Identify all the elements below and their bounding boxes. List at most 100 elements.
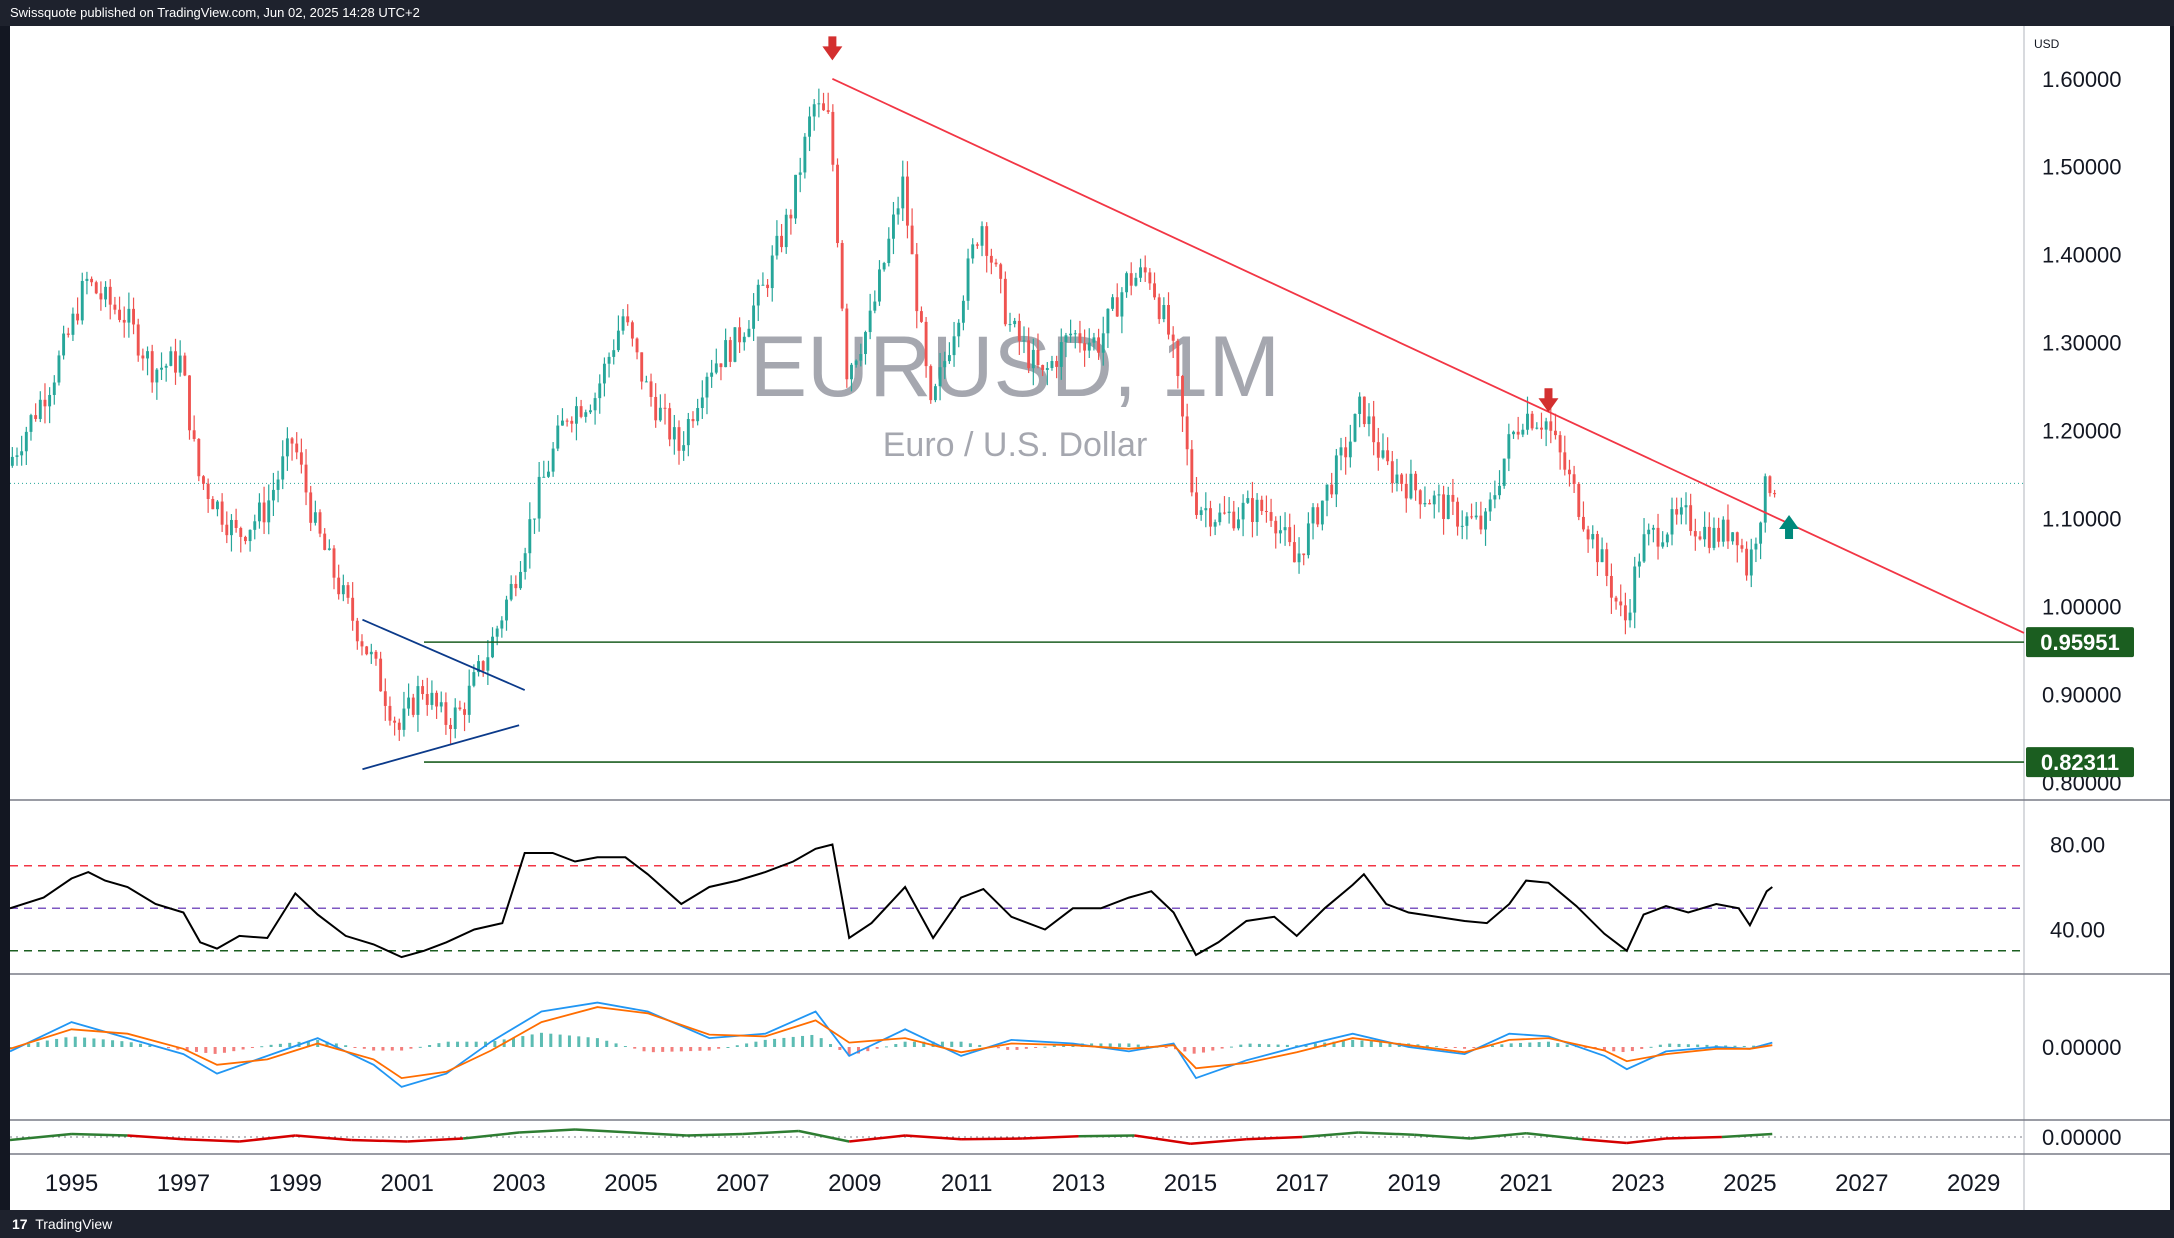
- candle-body[interactable]: [803, 136, 807, 173]
- candle-body[interactable]: [542, 476, 546, 478]
- candle-body[interactable]: [411, 697, 415, 715]
- candle-body[interactable]: [1665, 534, 1669, 543]
- candle-body[interactable]: [1633, 566, 1637, 613]
- candle-body[interactable]: [1269, 512, 1273, 521]
- candle-body[interactable]: [509, 583, 513, 600]
- candle-body[interactable]: [1073, 333, 1077, 335]
- candle-body[interactable]: [854, 360, 858, 365]
- candle-body[interactable]: [584, 412, 588, 417]
- candle-body[interactable]: [868, 310, 872, 333]
- candle-body[interactable]: [1460, 525, 1464, 527]
- candle-body[interactable]: [202, 476, 205, 484]
- macd-pane[interactable]: [10, 1001, 1773, 1088]
- candle-body[interactable]: [421, 686, 425, 695]
- candle-body[interactable]: [1381, 450, 1385, 458]
- candle-body[interactable]: [1698, 536, 1702, 540]
- candle-body[interactable]: [327, 548, 331, 550]
- candle-body[interactable]: [910, 225, 914, 255]
- candle-body[interactable]: [318, 512, 322, 534]
- candle-body[interactable]: [346, 585, 350, 598]
- candle-body[interactable]: [724, 340, 728, 368]
- candle-body[interactable]: [1540, 427, 1543, 430]
- candle-body[interactable]: [360, 641, 364, 647]
- candle-body[interactable]: [1749, 549, 1753, 576]
- candle-body[interactable]: [882, 263, 886, 270]
- macd-line[interactable]: [10, 1001, 1773, 1088]
- candle-body[interactable]: [682, 445, 686, 451]
- candle-body[interactable]: [896, 208, 900, 215]
- candle-body[interactable]: [1731, 532, 1735, 542]
- candle-body[interactable]: [290, 438, 294, 444]
- candle-body[interactable]: [122, 319, 126, 323]
- candle-body[interactable]: [1003, 278, 1007, 325]
- candle-body[interactable]: [304, 464, 308, 493]
- candle-body[interactable]: [1204, 508, 1208, 511]
- candle-body[interactable]: [1195, 492, 1198, 515]
- candle-body[interactable]: [1763, 476, 1767, 523]
- candle-body[interactable]: [561, 420, 564, 426]
- candle-body[interactable]: [691, 419, 695, 422]
- candle-body[interactable]: [57, 355, 61, 383]
- candle-body[interactable]: [975, 244, 979, 246]
- candle-body[interactable]: [780, 235, 784, 248]
- candle-body[interactable]: [929, 366, 933, 401]
- descending-trendline[interactable]: [832, 77, 2025, 634]
- candle-body[interactable]: [1330, 484, 1334, 495]
- candle-body[interactable]: [1521, 429, 1525, 435]
- candle-body[interactable]: [48, 394, 52, 407]
- oscillator-pane[interactable]: [10, 1128, 2024, 1145]
- candle-body[interactable]: [1745, 548, 1749, 576]
- candle-body[interactable]: [1017, 320, 1021, 341]
- candle-body[interactable]: [1679, 507, 1683, 515]
- candle-body[interactable]: [551, 448, 555, 472]
- candle-body[interactable]: [1148, 272, 1152, 284]
- candle-body[interactable]: [1423, 502, 1427, 505]
- candle-body[interactable]: [775, 235, 779, 256]
- candle-body[interactable]: [640, 352, 644, 382]
- candle-body[interactable]: [1264, 511, 1268, 513]
- candle-body[interactable]: [1334, 455, 1338, 495]
- candle-body[interactable]: [407, 697, 411, 709]
- candle-body[interactable]: [1432, 495, 1436, 505]
- candle-body[interactable]: [752, 305, 756, 329]
- candle-body[interactable]: [281, 456, 285, 480]
- candle-body[interactable]: [980, 226, 984, 246]
- candle-body[interactable]: [1656, 527, 1660, 547]
- candle-body[interactable]: [1726, 519, 1730, 542]
- candle-body[interactable]: [873, 301, 877, 311]
- candle-body[interactable]: [1465, 516, 1469, 526]
- candle-body[interactable]: [1530, 413, 1534, 429]
- candle-body[interactable]: [714, 363, 718, 373]
- candle-body[interactable]: [486, 657, 490, 671]
- candle-body[interactable]: [947, 355, 951, 362]
- candle-body[interactable]: [1689, 505, 1693, 532]
- candle-body[interactable]: [379, 658, 383, 692]
- candle-body[interactable]: [1446, 494, 1450, 519]
- triangle-upper-line[interactable]: [362, 618, 526, 691]
- candle-body[interactable]: [104, 286, 108, 300]
- candle-body[interactable]: [1558, 435, 1562, 453]
- candle-body[interactable]: [1526, 413, 1529, 430]
- candle-body[interactable]: [1171, 334, 1175, 341]
- candle-body[interactable]: [309, 492, 313, 523]
- price-axis[interactable]: 1.60000 1.50000 1.40000 1.30000 1.20000 1.100…: [2026, 67, 2134, 1150]
- candle-body[interactable]: [397, 722, 401, 730]
- candle-body[interactable]: [989, 255, 993, 263]
- candle-body[interactable]: [1143, 267, 1147, 273]
- candle-body[interactable]: [878, 269, 881, 302]
- candle-body[interactable]: [808, 116, 811, 137]
- candle-body[interactable]: [789, 214, 793, 219]
- candle-body[interactable]: [1274, 520, 1278, 534]
- candle-body[interactable]: [220, 501, 224, 525]
- candle-body[interactable]: [1134, 277, 1138, 286]
- candle-body[interactable]: [1041, 365, 1045, 370]
- candle-body[interactable]: [547, 471, 550, 477]
- candle-body[interactable]: [1609, 575, 1613, 598]
- candle-body[interactable]: [1288, 527, 1292, 543]
- candle-body[interactable]: [169, 351, 173, 366]
- candle-body[interactable]: [248, 529, 252, 542]
- candle-body[interactable]: [188, 375, 191, 431]
- candle-body[interactable]: [1320, 500, 1324, 525]
- candle-body[interactable]: [519, 571, 522, 589]
- candle-body[interactable]: [1549, 421, 1553, 431]
